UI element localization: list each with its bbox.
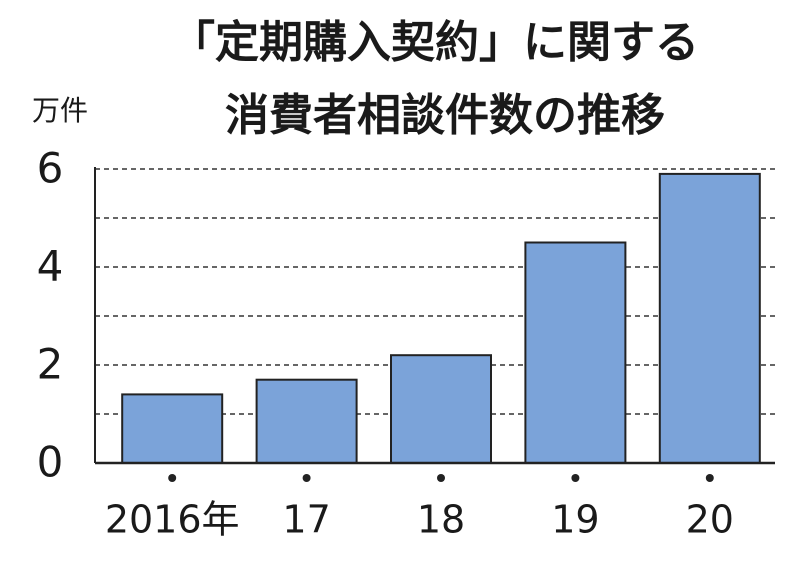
x-tick-dot bbox=[302, 474, 311, 482]
y-tick-label: 2 bbox=[37, 340, 64, 389]
x-tick-dot bbox=[705, 474, 714, 482]
x-tick-dot bbox=[571, 474, 580, 482]
x-tick-label: 19 bbox=[551, 498, 599, 542]
y-tick-label: 6 bbox=[37, 144, 64, 193]
x-tick-label: 18 bbox=[417, 498, 465, 542]
bar bbox=[121, 393, 224, 464]
bar bbox=[390, 354, 492, 465]
bar bbox=[255, 378, 358, 465]
x-tick-dot bbox=[437, 474, 445, 482]
x-tick-dot bbox=[168, 474, 177, 482]
x-tick-label: 2016年 bbox=[105, 498, 240, 542]
bar bbox=[524, 241, 627, 464]
y-axis-label: 万件 bbox=[32, 94, 88, 127]
y-tick-label: 4 bbox=[37, 242, 64, 291]
y-tick-label: 0 bbox=[37, 438, 64, 487]
bar bbox=[658, 172, 761, 464]
chart-title: 「定期購入契約」に関する bbox=[171, 17, 699, 68]
chart-title: 消費者相談件数の推移 bbox=[225, 90, 665, 141]
x-tick-label: 20 bbox=[686, 498, 734, 542]
x-tick-label: 17 bbox=[282, 498, 330, 542]
